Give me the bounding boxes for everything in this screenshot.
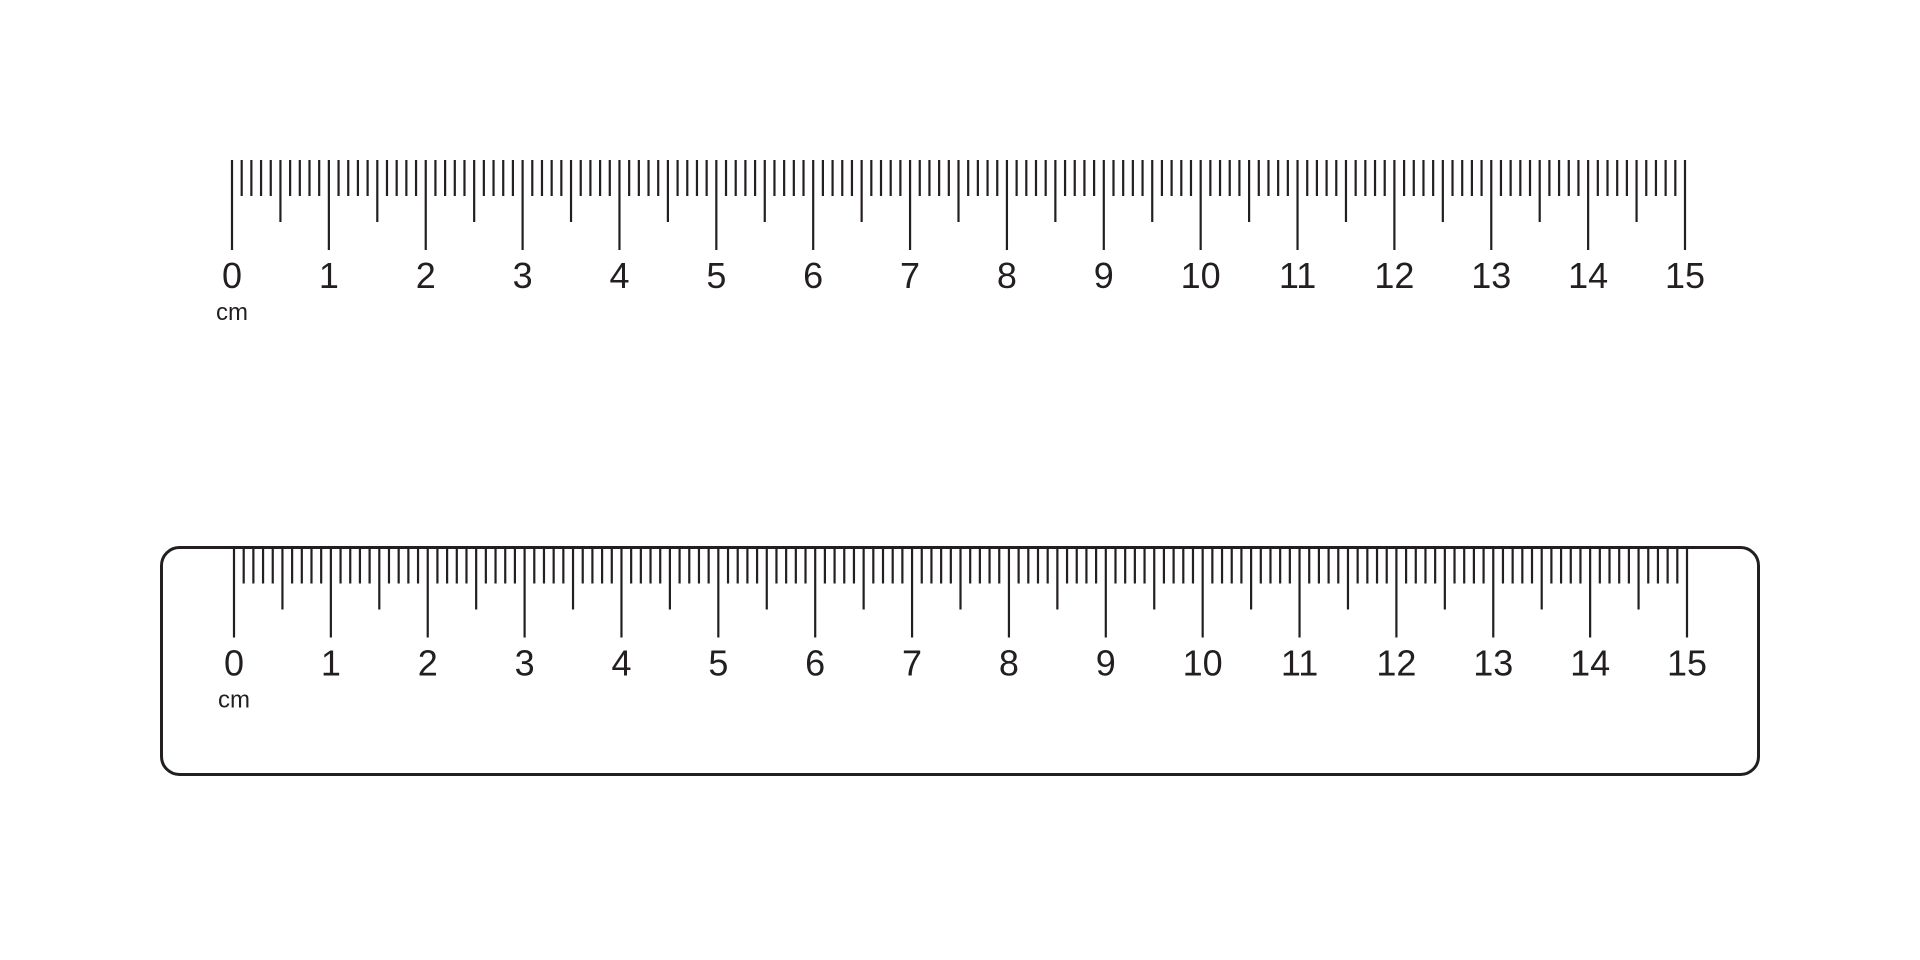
tick-number: 15: [1667, 643, 1707, 684]
tick-number: 2: [418, 643, 438, 684]
tick-number: 12: [1374, 255, 1414, 296]
tick-number: 0: [222, 255, 242, 296]
tick-number: 15: [1665, 255, 1705, 296]
tick-number: 7: [900, 255, 920, 296]
tick-number: 13: [1473, 643, 1513, 684]
tick-number: 11: [1281, 643, 1318, 684]
tick-number: 1: [319, 255, 339, 296]
tick-number: 10: [1181, 255, 1221, 296]
tick-group: [232, 160, 1685, 250]
tick-number: 2: [416, 255, 436, 296]
tick-number: 6: [803, 255, 823, 296]
tick-number: 9: [1094, 255, 1114, 296]
tick-number: 14: [1568, 255, 1608, 296]
tick-number: 11: [1279, 255, 1316, 296]
number-labels: 0123456789101112131415: [224, 643, 1707, 684]
number-labels: 0123456789101112131415: [222, 255, 1705, 296]
tick-number: 10: [1183, 643, 1223, 684]
tick-number: 9: [1096, 643, 1116, 684]
tick-group: [234, 548, 1687, 638]
unit-label: cm: [216, 299, 248, 326]
tick-number: 7: [902, 643, 922, 684]
ruler-with-border: 0123456789101112131415cm: [160, 546, 1760, 776]
tick-number: 0: [224, 643, 244, 684]
tick-number: 3: [515, 643, 535, 684]
tick-number: 14: [1570, 643, 1610, 684]
tick-number: 3: [513, 255, 533, 296]
ruler-scale-only: 0123456789101112131415cm: [196, 160, 1721, 330]
tick-number: 13: [1471, 255, 1511, 296]
tick-number: 1: [321, 643, 341, 684]
tick-number: 8: [999, 643, 1019, 684]
tick-number: 6: [805, 643, 825, 684]
tick-number: 4: [609, 255, 629, 296]
unit-label: cm: [218, 687, 250, 714]
tick-number: 5: [706, 255, 726, 296]
tick-number: 12: [1376, 643, 1416, 684]
tick-number: 4: [611, 643, 631, 684]
tick-number: 8: [997, 255, 1017, 296]
tick-number: 5: [708, 643, 728, 684]
canvas: 0123456789101112131415cm0123456789101112…: [0, 0, 1920, 960]
